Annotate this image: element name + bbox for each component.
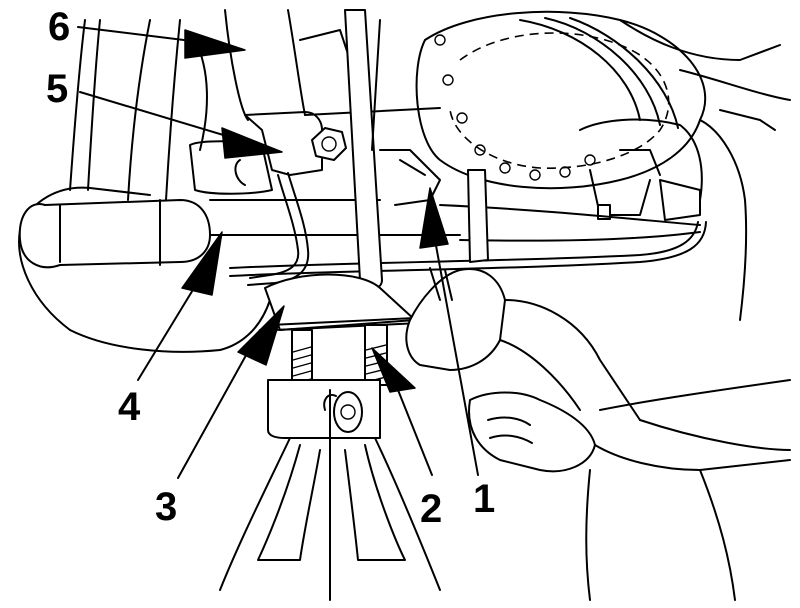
jack-stand [219, 273, 441, 601]
callout-5-label: 5 [46, 67, 68, 111]
u-bolt-nut [311, 127, 347, 161]
shock-mount-bracket [379, 149, 489, 263]
leaf-spring [69, 19, 208, 201]
hands [405, 267, 791, 601]
callout-6-label: 6 [48, 5, 70, 49]
callout-2-label: 2 [420, 487, 442, 531]
axle-housing [18, 199, 701, 269]
shock-absorber-rod [344, 9, 383, 290]
brake-assembly [579, 109, 776, 321]
callout-leaders [77, 26, 479, 479]
brake-drum [415, 10, 791, 190]
callout-3-label: 3 [155, 485, 177, 529]
hub-bolt-holes [434, 34, 596, 181]
brake-line [229, 221, 707, 277]
callout-1-label: 1 [473, 477, 495, 521]
callout-4-label: 4 [118, 385, 141, 429]
